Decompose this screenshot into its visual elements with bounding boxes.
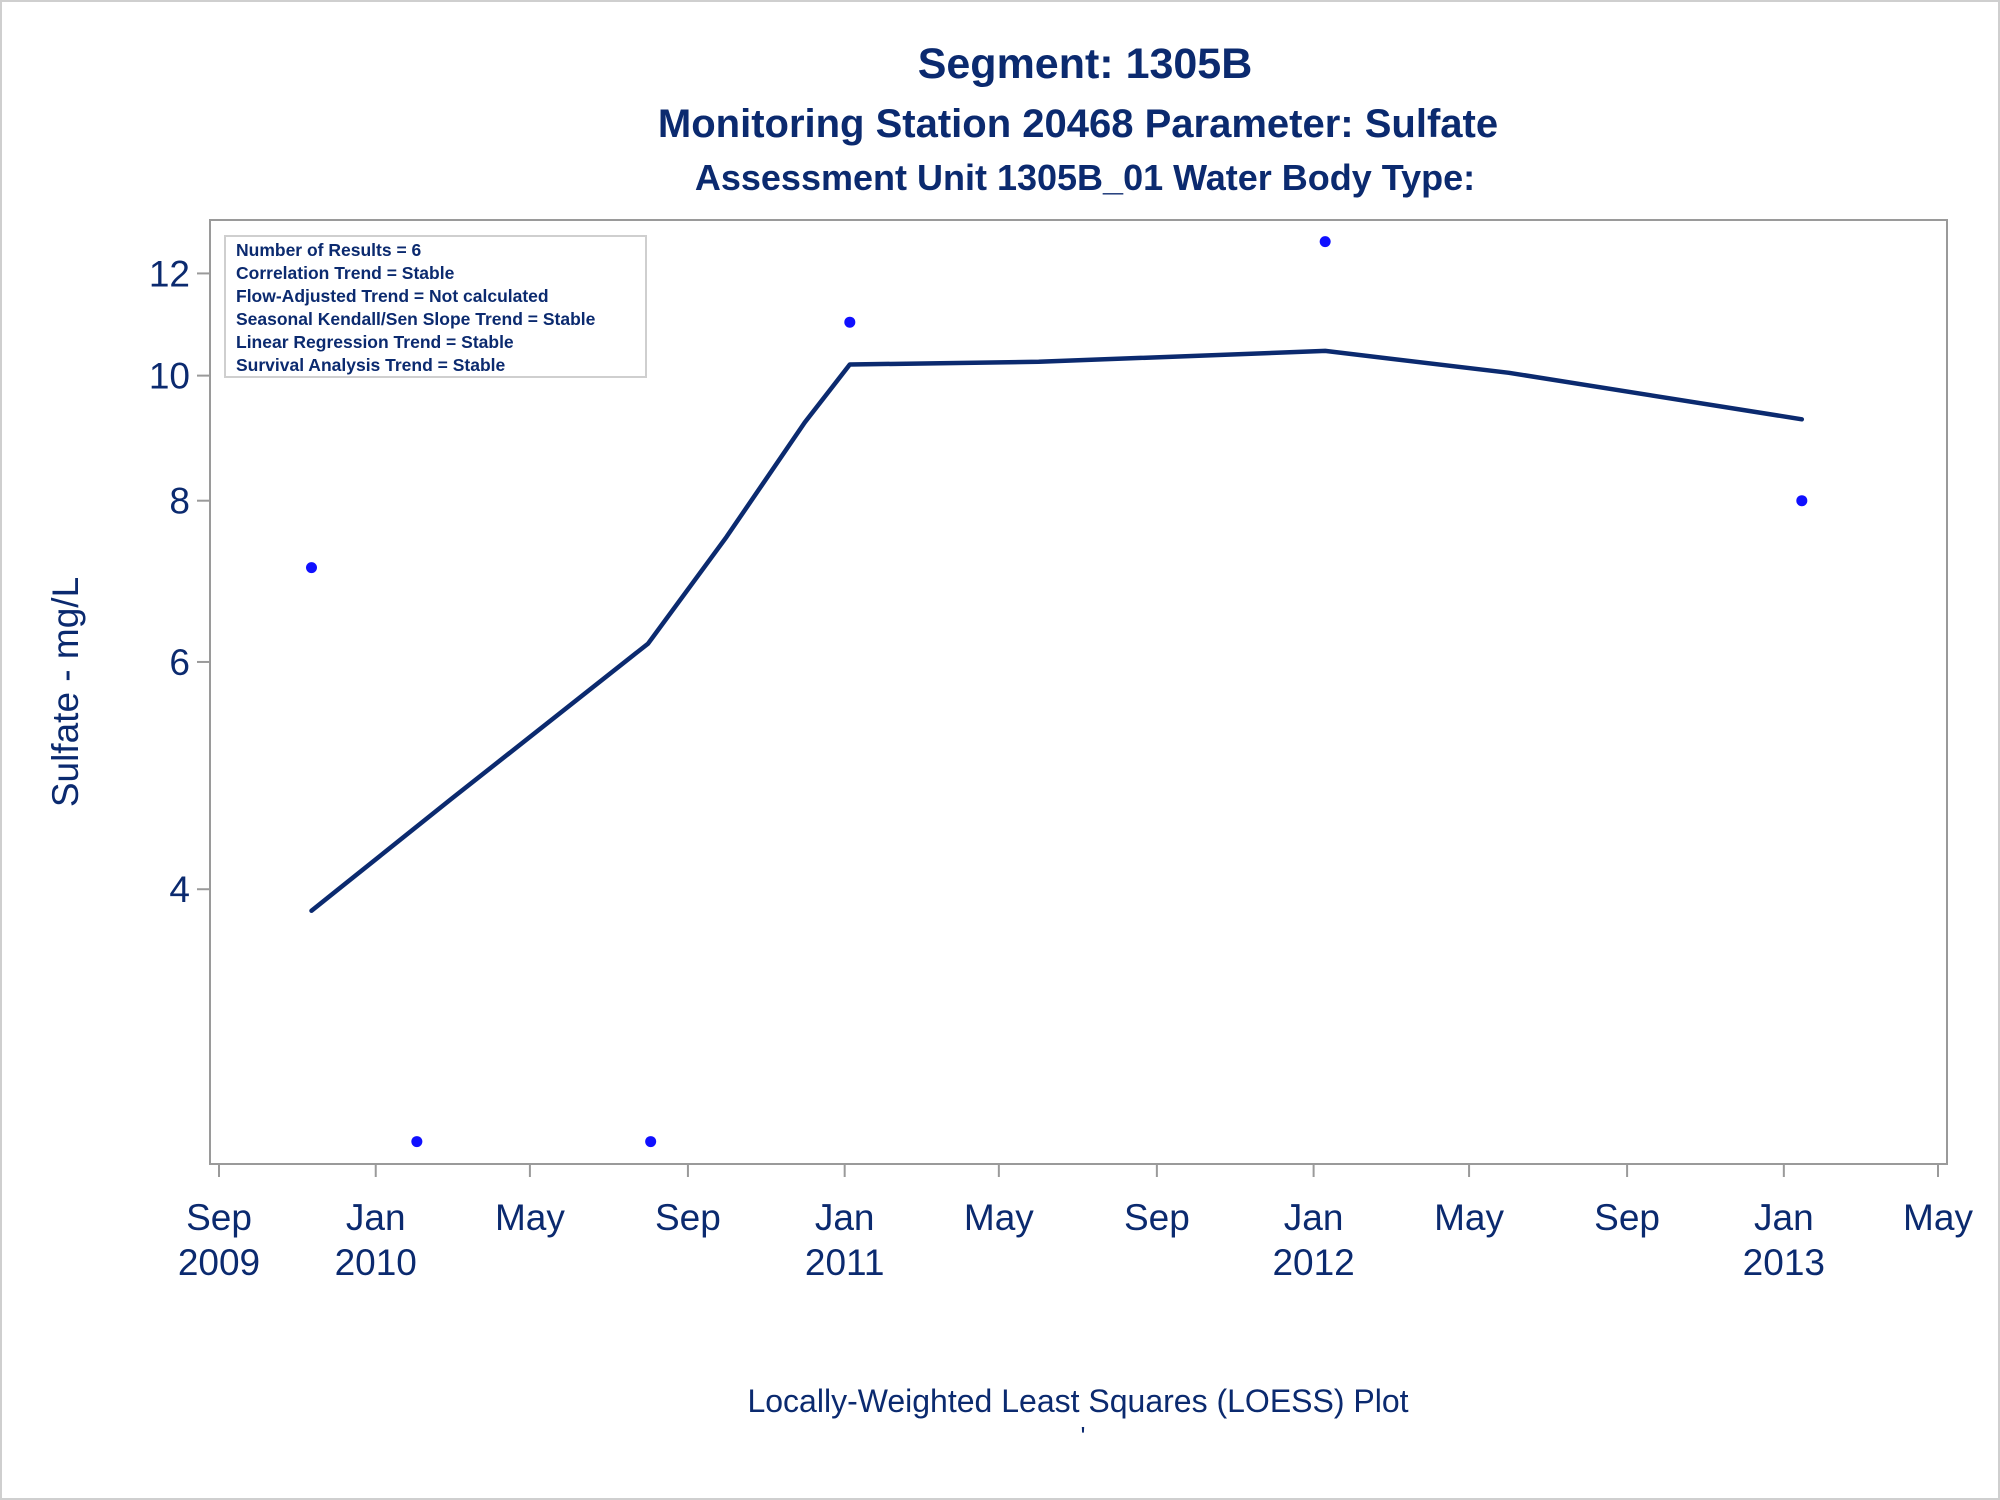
stats-line: Number of Results = 6 bbox=[236, 240, 422, 260]
data-point bbox=[1796, 495, 1808, 507]
x-tick-year-label: 2010 bbox=[335, 1242, 417, 1283]
stats-line: Correlation Trend = Stable bbox=[236, 263, 455, 283]
y-tick-label: 12 bbox=[149, 253, 190, 294]
y-tick-label: 4 bbox=[169, 869, 190, 910]
x-tick-label: Sep bbox=[1594, 1197, 1660, 1238]
stats-line: Seasonal Kendall/Sen Slope Trend = Stabl… bbox=[236, 309, 596, 329]
data-points bbox=[305, 236, 1808, 1148]
x-tick-label: Jan bbox=[346, 1197, 406, 1238]
y-tick-label: 10 bbox=[149, 356, 190, 397]
loess-line bbox=[309, 348, 1805, 913]
stats-box bbox=[224, 235, 647, 378]
x-tick-year-label: 2012 bbox=[1272, 1242, 1354, 1283]
chart-title: Segment: 1305B bbox=[918, 40, 1253, 88]
data-point bbox=[844, 316, 856, 328]
x-tick-year-label: 2013 bbox=[1743, 1242, 1825, 1283]
stats-line: Flow-Adjusted Trend = Not calculated bbox=[236, 286, 549, 306]
data-point bbox=[645, 1136, 657, 1148]
data-point bbox=[411, 1136, 423, 1148]
y-tick-label: 8 bbox=[169, 481, 190, 522]
x-tick-label: May bbox=[1903, 1197, 1973, 1238]
data-point bbox=[1319, 236, 1331, 248]
x-tick-label: Sep bbox=[1124, 1197, 1190, 1238]
x-tick-label: Sep bbox=[655, 1197, 721, 1238]
x-tick-year-label: 2009 bbox=[178, 1242, 260, 1283]
data-point bbox=[305, 562, 317, 574]
stats-lines: Number of Results = 6 Correlation Trend =… bbox=[236, 240, 596, 375]
footnote-mark: ' bbox=[1081, 1421, 1086, 1451]
x-tick-label: Sep bbox=[186, 1197, 252, 1238]
chart-subtitle-2: Assessment Unit 1305B_01 Water Body Type… bbox=[695, 157, 1475, 198]
x-tick-label: May bbox=[1434, 1197, 1504, 1238]
chart-subtitle: Monitoring Station 20468 Parameter: Sulf… bbox=[658, 102, 1498, 146]
y-axis: 4 6 8 10 12 bbox=[149, 253, 210, 910]
y-tick-label: 6 bbox=[169, 642, 190, 683]
plot-area bbox=[209, 219, 1948, 1165]
footnote: Locally-Weighted Least Squares (LOESS) P… bbox=[747, 1383, 1408, 1419]
stats-line: Linear Regression Trend = Stable bbox=[236, 332, 514, 352]
x-tick-label: Jan bbox=[1284, 1197, 1344, 1238]
x-tick-label: Jan bbox=[1754, 1197, 1814, 1238]
x-tick-label: May bbox=[495, 1197, 565, 1238]
x-tick-year-label: 2011 bbox=[805, 1242, 885, 1283]
x-tick-label: Jan bbox=[815, 1197, 875, 1238]
stats-line: Survival Analysis Trend = Stable bbox=[236, 355, 506, 375]
y-axis-label: Sulfate - mg/L bbox=[45, 577, 86, 807]
x-tick-label: May bbox=[964, 1197, 1034, 1238]
